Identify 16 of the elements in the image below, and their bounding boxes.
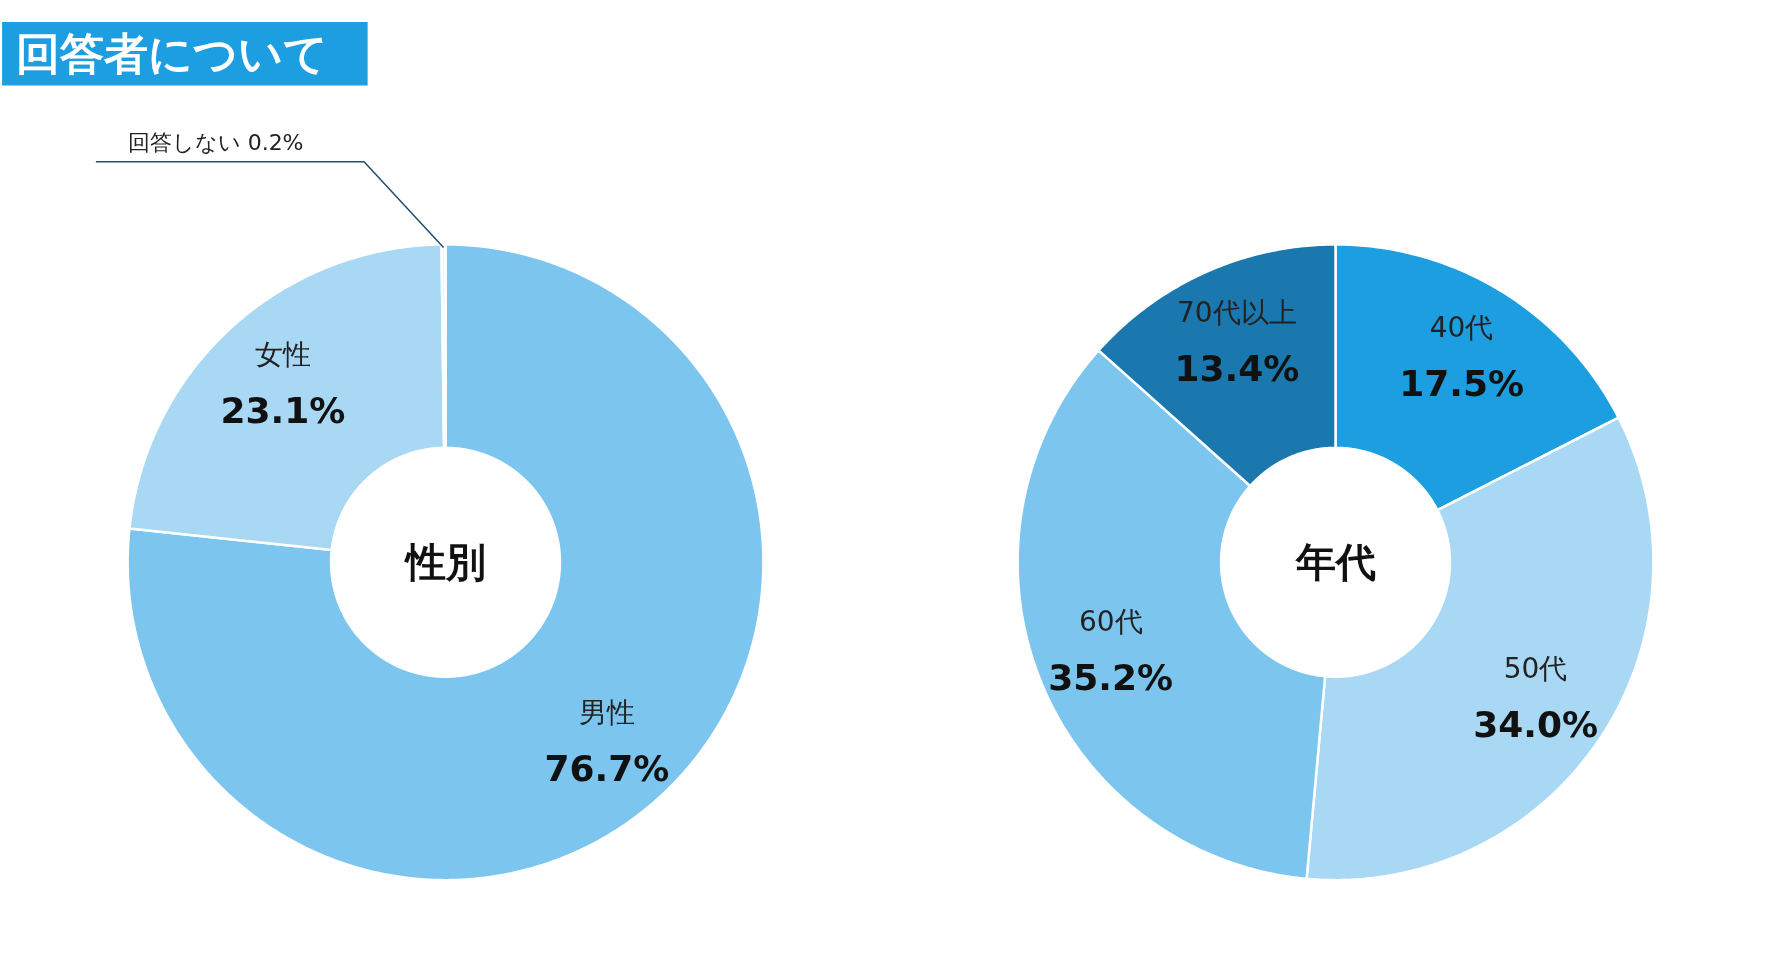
slice-label: 70代以上 <box>1177 296 1297 330</box>
slice-label: 男性 <box>578 696 635 730</box>
slice-label: 50代 <box>1503 651 1568 685</box>
data-label: 13.4% <box>1174 348 1300 390</box>
data-label: 35.2% <box>1048 657 1174 699</box>
slice-label: 60代 <box>1078 605 1143 639</box>
slice-label: 40代 <box>1429 310 1494 344</box>
data-label: 17.5% <box>1399 362 1525 404</box>
data-label: 23.1% <box>220 389 346 431</box>
data-label: 76.7% <box>544 748 670 790</box>
data-label: 34.0% <box>1473 703 1599 745</box>
text: 年代 <box>1294 539 1376 586</box>
text: 回答者について <box>16 28 329 80</box>
text: 性別 <box>403 539 486 586</box>
slice-label: 回答しない 0.2% <box>127 130 304 156</box>
slice-label: 女性 <box>254 337 311 371</box>
